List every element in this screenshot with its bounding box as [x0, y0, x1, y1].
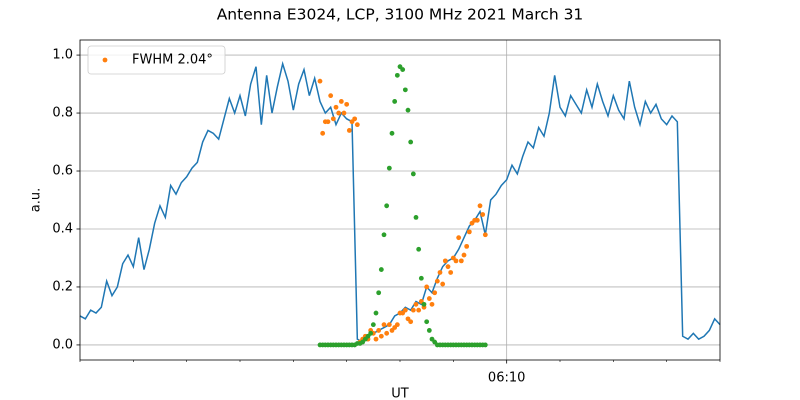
data-point: [413, 214, 419, 220]
data-point: [386, 322, 392, 328]
data-point: [394, 322, 400, 328]
legend-box: [87, 45, 226, 75]
y-tick-label: 1.0: [52, 48, 73, 63]
data-point: [426, 296, 432, 301]
data-point: [317, 78, 323, 84]
data-point: [352, 116, 358, 122]
data-point: [461, 252, 467, 258]
y-tick-label: 0.4: [52, 221, 73, 236]
data-point: [434, 278, 440, 284]
data-point: [381, 232, 387, 238]
data-point: [402, 87, 408, 93]
data-point: [336, 110, 342, 116]
data-point: [376, 328, 382, 333]
data-point: [453, 258, 459, 264]
data-point: [389, 130, 395, 136]
data-point: [413, 301, 419, 307]
plot-frame: [79, 39, 721, 361]
y-tick-label: 0.8: [52, 106, 73, 121]
data-point: [378, 267, 384, 272]
data-point: [408, 319, 414, 325]
data-point: [354, 122, 360, 128]
data-point: [405, 107, 411, 113]
data-point: [338, 99, 344, 104]
data-point: [437, 270, 443, 275]
x-tick-label: 06:10: [488, 371, 525, 386]
data-point: [341, 110, 347, 116]
data-point: [426, 328, 432, 333]
data-point: [477, 203, 483, 209]
data-point: [474, 217, 480, 223]
data-point: [482, 232, 488, 238]
data-point: [410, 171, 416, 177]
y-tick-label: 0.2: [52, 279, 73, 294]
chart-title: Antenna E3024, LCP, 3100 MHz 2021 March …: [217, 6, 584, 24]
data-point: [442, 258, 448, 264]
data-point: [400, 67, 406, 72]
data-point: [402, 307, 408, 313]
data-point: [394, 72, 400, 78]
y-tick-label: 0.6: [52, 164, 73, 179]
data-point: [408, 139, 414, 145]
data-point: [386, 165, 392, 171]
data-point: [416, 246, 422, 252]
legend-label: FWHM 2.04°: [132, 53, 213, 68]
data-point: [464, 243, 470, 249]
data-point: [448, 270, 454, 275]
data-point: [456, 235, 462, 241]
data-point: [346, 128, 352, 133]
data-point: [325, 119, 331, 125]
data-point: [466, 229, 472, 235]
data-point: [376, 290, 382, 296]
data-point: [320, 130, 326, 136]
data-point: [392, 99, 398, 104]
data-point: [378, 333, 384, 339]
data-point: [424, 319, 430, 325]
data-point: [416, 307, 422, 313]
data-point: [424, 284, 430, 290]
data-point: [328, 93, 334, 99]
data-point: [373, 336, 379, 342]
y-axis-label: a.u.: [29, 188, 44, 212]
y-tick-label: 0.0: [52, 337, 73, 352]
data-point: [384, 203, 390, 209]
data-point: [373, 310, 379, 316]
data-point: [445, 264, 451, 270]
data-point: [482, 342, 488, 348]
legend-marker: [102, 57, 108, 63]
data-point: [330, 116, 336, 122]
data-point: [421, 301, 427, 307]
data-point: [440, 281, 446, 287]
data-point: [368, 330, 374, 336]
data-point: [381, 322, 387, 328]
data-point: [458, 258, 464, 264]
data-point: [370, 322, 376, 328]
data-point: [480, 212, 486, 217]
x-axis-label: UT: [391, 387, 409, 400]
data-point: [429, 301, 435, 307]
data-point: [410, 307, 416, 313]
data-point: [384, 330, 390, 336]
data-point: [418, 275, 424, 281]
data-point: [344, 101, 350, 107]
data-point: [333, 104, 339, 110]
data-point: [432, 290, 438, 296]
